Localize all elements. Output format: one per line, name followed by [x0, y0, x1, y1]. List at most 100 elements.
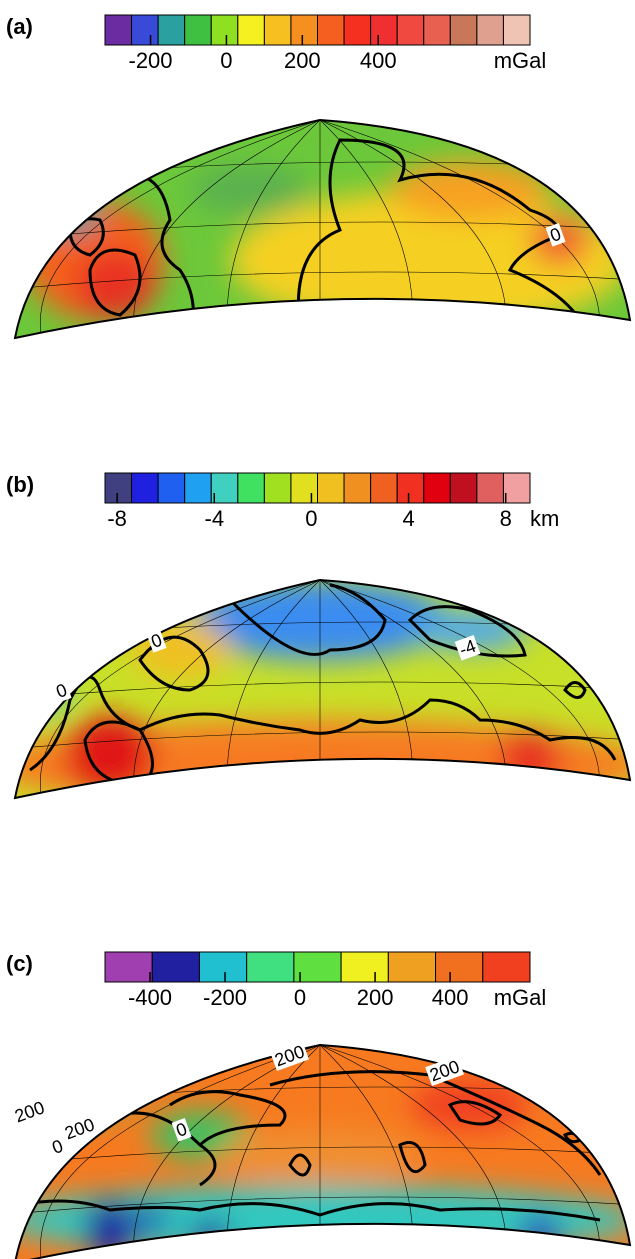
colorbar-segment: [104, 472, 133, 504]
contour-label-box: [60, 1113, 99, 1145]
tick-label: 0: [294, 985, 306, 1010]
colorbar: -400 -200 0 200 400 mGal: [104, 951, 547, 1010]
contour-label-box: [454, 635, 481, 661]
colorbar-segment: [184, 14, 212, 46]
contour-label: 0: [146, 629, 167, 653]
contour: [169, 1090, 287, 1147]
colorbar: -200 0 200 400 mGal: [104, 14, 546, 73]
colorbar-segment: [210, 14, 239, 46]
map: 0 0 -4: [13, 578, 632, 800]
unit-label: mGal: [494, 985, 547, 1010]
contour-label-box: [425, 1055, 464, 1087]
colorbar-segment: [423, 14, 451, 46]
colorbar-segment: [423, 472, 451, 504]
colorbar-segment: [293, 951, 342, 983]
contour-label: 0: [47, 1135, 68, 1159]
map-outline: [13, 578, 632, 800]
colorbar-segment: [131, 14, 159, 46]
meridian: [39, 1045, 321, 1259]
contour-label: 0: [51, 679, 72, 703]
tick-label: 0: [305, 506, 317, 531]
anomaly: [190, 1220, 230, 1250]
contour-label-box: [47, 1135, 68, 1159]
colorbar-segment: [340, 951, 389, 983]
colorbar-segment: [343, 472, 372, 504]
colorbar-segment: [263, 14, 292, 46]
map-field: [15, 120, 630, 338]
colorbar-segment: [290, 472, 318, 504]
colorbar-segment: [184, 472, 212, 504]
colorbar-segment: [343, 14, 372, 46]
tick-label: 4: [402, 506, 414, 531]
contour-label-box: [51, 679, 72, 703]
contour-label-box: [171, 1118, 192, 1142]
colorbar-segment: [387, 951, 437, 983]
parallel: [15, 1196, 630, 1216]
colorbar-segment: [263, 472, 292, 504]
colorbar-segment: [104, 14, 133, 46]
map-outline: [14, 1043, 632, 1259]
contour: [296, 138, 582, 331]
anomaly: [130, 620, 230, 680]
contour: [447, 1100, 503, 1126]
colorbar-segment: [370, 472, 398, 504]
contour-label: 0: [171, 1118, 192, 1142]
panel-label: (c): [6, 951, 33, 976]
map-field: [15, 1045, 630, 1259]
contour-label-text: 200: [62, 1114, 97, 1143]
contour-label-box: [545, 223, 566, 247]
meridian: [39, 580, 321, 798]
tick-label: -400: [128, 985, 172, 1010]
contour: [138, 635, 210, 692]
colorbar-segment: [396, 472, 425, 504]
colorbar-segment: [502, 472, 531, 504]
tick-label: 400: [432, 985, 469, 1010]
meridian: [39, 120, 321, 338]
tick-label: -200: [129, 48, 173, 73]
colorbar: -8 -4 0 4 8 km: [104, 472, 559, 531]
tick-label: -200: [203, 985, 247, 1010]
contour: [228, 583, 387, 656]
anomaly: [390, 160, 550, 220]
colorbar-segment: [210, 472, 239, 504]
colorbar-segment: [317, 472, 345, 504]
anomaly: [190, 165, 310, 215]
colorbar-segment: [435, 951, 484, 983]
tick-label: -4: [205, 506, 225, 531]
colorbar-segment: [237, 14, 265, 46]
colorbar-segment: [157, 472, 186, 504]
contour: [563, 681, 587, 699]
colorbar-segment: [104, 951, 153, 983]
contour: [288, 1153, 312, 1177]
anomaly: [65, 715, 155, 795]
contour: [83, 720, 154, 787]
colorbar-segment: [502, 14, 531, 46]
map: 0: [13, 118, 632, 340]
tick-label: 0: [220, 48, 232, 73]
contour-label-text: -4: [457, 636, 479, 660]
colorbar-segment: [449, 472, 478, 504]
contour: [269, 1070, 602, 1176]
colorbar-segment: [370, 14, 398, 46]
contour: [88, 248, 142, 317]
map-field: [15, 580, 630, 798]
colorbar-segment: [151, 951, 200, 983]
parallel: [15, 221, 630, 241]
anomaly: [75, 250, 155, 320]
map-outline: [13, 118, 632, 340]
colorbar-segment: [317, 14, 345, 46]
parallel: [15, 681, 630, 701]
contour-label-box: [10, 1096, 49, 1128]
panel-label: (b): [6, 472, 34, 497]
colorbar-segment: [237, 472, 265, 504]
contour: [398, 1141, 427, 1174]
colorbar-segment: [476, 472, 504, 504]
contour-label-box: [146, 629, 167, 653]
anomaly: [20, 195, 100, 235]
colorbar-segment: [449, 14, 478, 46]
tick-label: 200: [357, 985, 394, 1010]
parallel: [15, 1146, 630, 1166]
colorbar-segment: [131, 472, 159, 504]
